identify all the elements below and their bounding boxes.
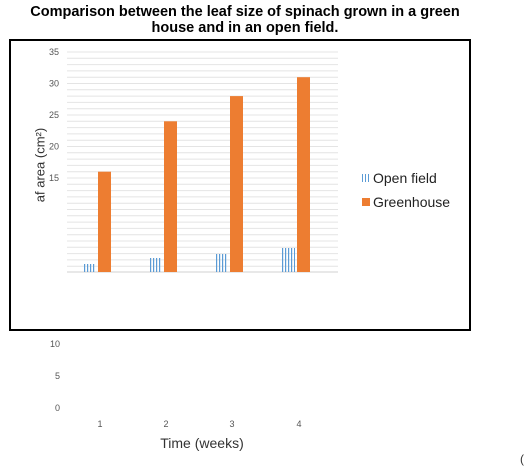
y-tick-label: 30 bbox=[49, 79, 59, 89]
y-tick-label: 20 bbox=[49, 142, 59, 152]
x-axis-label: Time (weeks) bbox=[160, 435, 244, 451]
x-tick-label: 2 bbox=[163, 419, 168, 429]
legend-label-open-field: Open field bbox=[373, 170, 437, 186]
bar-greenhouse bbox=[230, 96, 243, 272]
chart-frame bbox=[9, 39, 471, 331]
bar-open-field bbox=[215, 254, 228, 272]
bar-greenhouse bbox=[164, 121, 177, 272]
y-tick-label: 35 bbox=[49, 47, 59, 57]
legend-swatch-open-field bbox=[362, 174, 370, 182]
chart-title: Comparison between the leaf size of spin… bbox=[0, 4, 490, 36]
y-tick-label: 0 bbox=[55, 403, 60, 413]
y-tick-label: 10 bbox=[50, 339, 60, 349]
bar-open-field bbox=[149, 258, 162, 272]
bar-open-field bbox=[83, 264, 96, 272]
corner-glyph: ( bbox=[520, 452, 524, 466]
x-tick-label: 3 bbox=[229, 419, 234, 429]
y-tick-label: 25 bbox=[49, 110, 59, 120]
legend-item-open-field: Open field bbox=[362, 166, 450, 190]
bar-open-field bbox=[282, 248, 295, 272]
x-tick-label: 4 bbox=[296, 419, 301, 429]
legend-label-greenhouse: Greenhouse bbox=[373, 194, 451, 210]
bar-greenhouse bbox=[297, 77, 310, 272]
bar-greenhouse bbox=[98, 171, 111, 272]
chart-title-line-1: Comparison between the leaf size of spin… bbox=[30, 4, 460, 20]
x-tick-label: 1 bbox=[97, 419, 102, 429]
chart-title-line-2: house and in an open field. bbox=[151, 20, 339, 36]
legend-item-greenhouse: Greenhouse bbox=[362, 190, 450, 214]
y-tick-label: 5 bbox=[55, 371, 60, 381]
chart-legend: Open field Greenhouse bbox=[362, 166, 450, 214]
y-axis-label: af area (cm²) bbox=[32, 127, 48, 203]
legend-swatch-greenhouse bbox=[362, 198, 370, 206]
y-tick-label: 15 bbox=[49, 173, 59, 183]
